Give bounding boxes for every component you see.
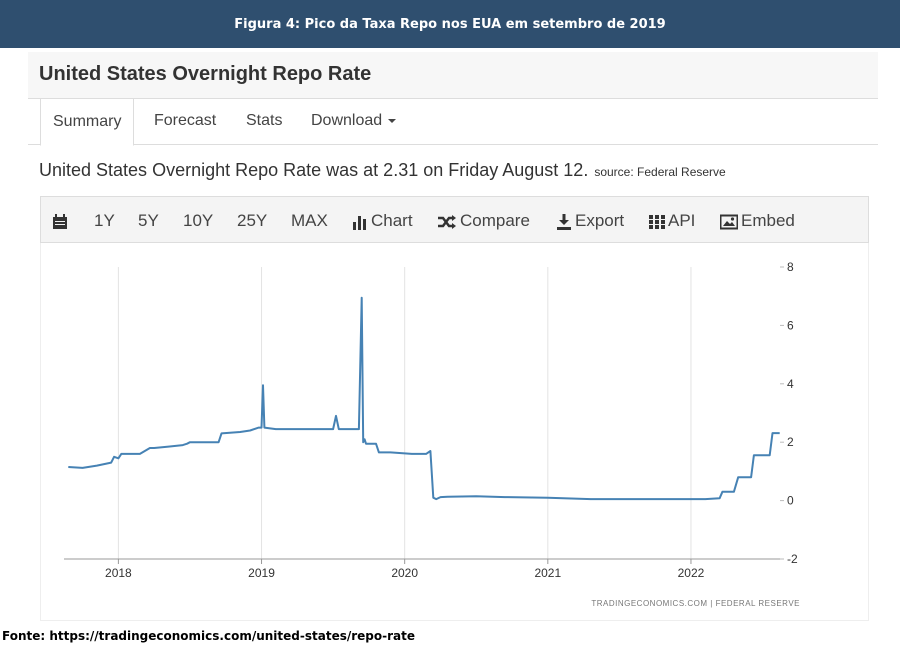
y-tick-label: 0: [787, 494, 794, 508]
x-tick-label: 2018: [105, 566, 132, 580]
y-tick-label: 6: [787, 318, 794, 332]
figure-caption: Figura 4: Pico da Taxa Repo nos EUA em s…: [234, 16, 666, 32]
range-5y-button[interactable]: 5Y: [138, 211, 159, 230]
repo-rate-series-line: [68, 296, 780, 501]
y-tick-label: 4: [787, 377, 794, 391]
image-icon: [719, 214, 739, 230]
chart-button[interactable]: Chart: [352, 197, 413, 244]
grid-icon: [649, 214, 665, 229]
download-icon: [557, 213, 571, 230]
range-max-button[interactable]: MAX: [291, 211, 328, 230]
x-tick-label: 2021: [534, 566, 561, 580]
tab-summary[interactable]: Summary: [40, 98, 135, 146]
source-footer: Fonte: https://tradingeconomics.com/unit…: [2, 629, 415, 643]
y-tick-label: 8: [787, 260, 794, 274]
range-25y-button[interactable]: 25Y: [237, 211, 268, 230]
range-10y-button[interactable]: 10Y: [183, 211, 214, 230]
shuffle-icon: [438, 214, 456, 229]
source-text: source: Federal Reserve: [594, 165, 726, 179]
page-title: United States Overnight Repo Rate: [39, 63, 372, 85]
grid-lines: [64, 266, 784, 564]
tab-stats[interactable]: Stats: [246, 112, 283, 129]
bar-chart-icon: [353, 215, 366, 230]
x-tick-label: 2020: [391, 566, 418, 580]
tab-forecast[interactable]: Forecast: [154, 112, 217, 129]
embed-button[interactable]: Embed: [719, 197, 795, 244]
compare-button[interactable]: Compare: [437, 197, 530, 244]
y-tick-label: -2: [787, 552, 798, 566]
tab-bar: Summary Forecast Stats Download: [28, 98, 878, 146]
y-tick-label: 2: [787, 435, 794, 449]
repo-rate-line-chart: 2018 2019 2020 2021 2022 -2 0 2 4 6 8 TRADINGECONO…: [64, 260, 800, 608]
chart-watermark: TRADINGECONOMICS.COM | FEDERAL RESERVE: [591, 599, 800, 608]
summary-text: United States Overnight Repo Rate was at…: [39, 160, 726, 180]
tab-download[interactable]: Download: [311, 98, 397, 144]
x-tick-label: 2022: [678, 566, 705, 580]
api-button[interactable]: API: [649, 197, 695, 244]
chart-frame: [40, 243, 869, 621]
calendar-icon[interactable]: [52, 197, 71, 244]
tick-labels: 2018 2019 2020 2021 2022 -2 0 2 4 6 8: [105, 260, 798, 580]
panel-header: United States Overnight Repo Rate: [28, 52, 878, 99]
x-tick-label: 2019: [248, 566, 275, 580]
range-1y-button[interactable]: 1Y: [94, 211, 115, 230]
series-layer: [68, 296, 780, 501]
chart-toolbar: 1Y 5Y 10Y 25Y MAX Chart Compare Export A…: [40, 196, 869, 243]
export-button[interactable]: Export: [556, 197, 624, 244]
caret-down-icon: [388, 118, 397, 123]
figure-caption-banner: Figura 4: Pico da Taxa Repo nos EUA em s…: [0, 0, 900, 48]
